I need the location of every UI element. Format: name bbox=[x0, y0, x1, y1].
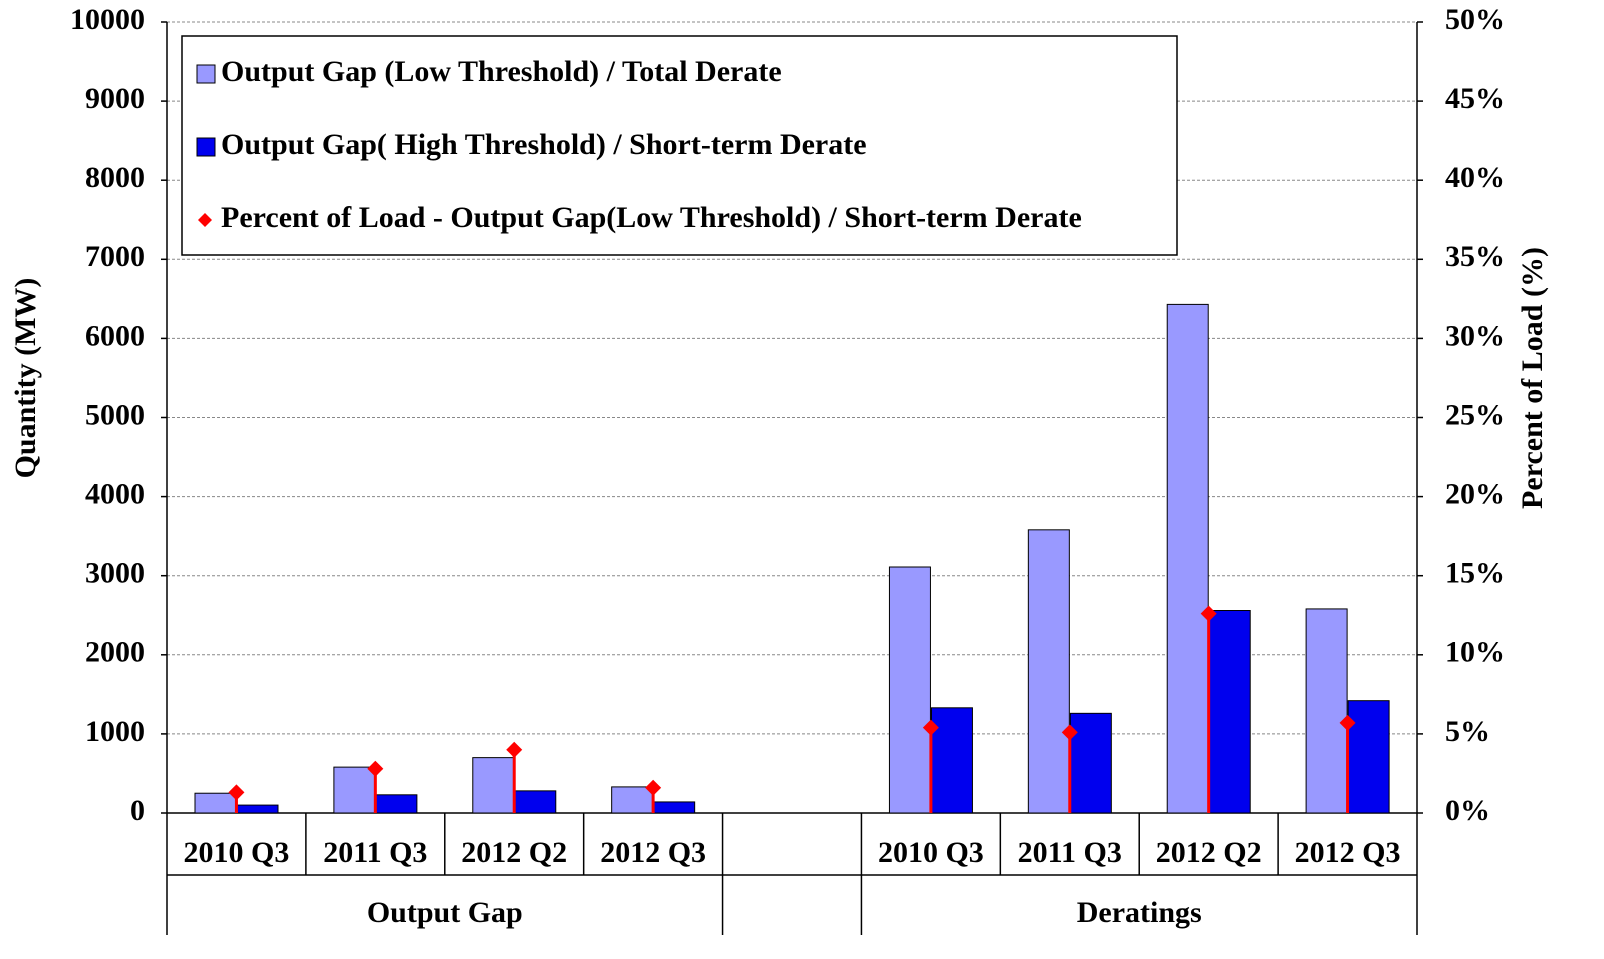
x-tick-label: 2012 Q3 bbox=[600, 836, 706, 869]
y-tick-label: 5000 bbox=[85, 398, 145, 431]
diamond-marker bbox=[367, 760, 384, 777]
group-label: Output Gap bbox=[367, 896, 523, 929]
legend-label: Output Gap( High Threshold) / Short-term… bbox=[221, 128, 867, 161]
bar bbox=[375, 794, 418, 814]
bar bbox=[472, 757, 515, 814]
bar bbox=[611, 786, 654, 814]
diamond-marker bbox=[506, 741, 523, 758]
legend-marker bbox=[196, 137, 216, 157]
bar bbox=[1347, 700, 1390, 814]
bar bbox=[653, 801, 696, 814]
legend-marker bbox=[196, 64, 216, 84]
y2-axis-label: Percent of Load (%) bbox=[1516, 247, 1549, 509]
bar bbox=[236, 804, 279, 814]
x-tick-label: 2010 Q3 bbox=[878, 836, 984, 869]
y2-tick-label: 5% bbox=[1445, 715, 1490, 748]
y-tick-label: 3000 bbox=[85, 557, 145, 590]
y2-tick-label: 10% bbox=[1445, 636, 1505, 669]
diamond-marker bbox=[1061, 724, 1078, 741]
diamond-marker bbox=[1200, 605, 1217, 622]
x-tick-label: 2011 Q3 bbox=[1018, 836, 1122, 869]
y-tick-label: 2000 bbox=[85, 636, 145, 669]
diamond-marker bbox=[1339, 714, 1356, 731]
bar bbox=[1305, 608, 1348, 814]
y2-tick-label: 45% bbox=[1445, 82, 1505, 115]
diamond-marker bbox=[645, 779, 662, 796]
bar bbox=[194, 792, 237, 814]
x-tick-label: 2010 Q3 bbox=[184, 836, 290, 869]
x-tick-label: 2012 Q3 bbox=[1295, 836, 1401, 869]
y2-tick-label: 15% bbox=[1445, 557, 1505, 590]
legend-marker bbox=[198, 213, 212, 227]
y-tick-label: 1000 bbox=[85, 715, 145, 748]
bar bbox=[1069, 712, 1112, 814]
bar bbox=[888, 566, 931, 814]
y-tick-label: 4000 bbox=[85, 477, 145, 510]
y-tick-label: 6000 bbox=[85, 319, 145, 352]
y-tick-label: 8000 bbox=[85, 161, 145, 194]
y2-tick-label: 50% bbox=[1445, 3, 1505, 36]
y2-tick-label: 30% bbox=[1445, 319, 1505, 352]
legend-label: Output Gap (Low Threshold) / Total Derat… bbox=[221, 55, 782, 88]
y2-tick-label: 35% bbox=[1445, 240, 1505, 273]
bar bbox=[930, 707, 973, 814]
x-tick-label: 2011 Q3 bbox=[323, 836, 427, 869]
x-tick-label: 2012 Q2 bbox=[1156, 836, 1262, 869]
group-label: Deratings bbox=[1077, 896, 1202, 929]
y-tick-label: 9000 bbox=[85, 82, 145, 115]
y-axis-label: Quantity (MW) bbox=[9, 278, 42, 479]
legend-label: Percent of Load - Output Gap(Low Thresho… bbox=[221, 201, 1082, 234]
y2-tick-label: 20% bbox=[1445, 477, 1505, 510]
y2-tick-label: 0% bbox=[1445, 794, 1490, 827]
bar bbox=[333, 766, 376, 814]
diamond-marker bbox=[922, 719, 939, 736]
bar bbox=[1208, 610, 1251, 814]
y2-tick-label: 25% bbox=[1445, 398, 1505, 431]
bar bbox=[514, 790, 557, 814]
bar bbox=[1027, 529, 1070, 814]
x-tick-label: 2012 Q2 bbox=[461, 836, 567, 869]
bar bbox=[1166, 303, 1209, 814]
y-tick-label: 10000 bbox=[70, 3, 145, 36]
y-tick-label: 7000 bbox=[85, 240, 145, 273]
y2-tick-label: 40% bbox=[1445, 161, 1505, 194]
y-tick-label: 0 bbox=[130, 794, 145, 827]
diamond-marker bbox=[228, 784, 245, 801]
legend-box bbox=[181, 35, 1178, 256]
